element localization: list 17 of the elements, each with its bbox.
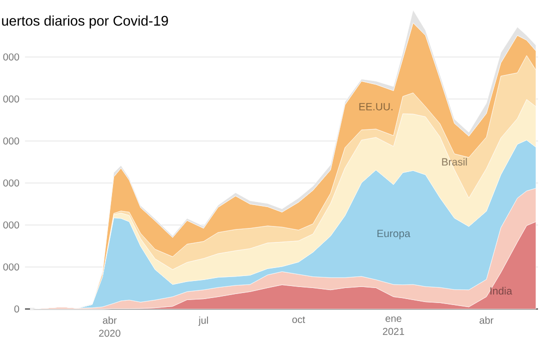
text: 000: [3, 95, 20, 103]
chart-title: uertos diarios por Covid-19: [2, 15, 168, 28]
text: 000: [3, 53, 20, 61]
series-label: Europa: [377, 230, 410, 240]
x-tick-label: jul: [198, 316, 208, 326]
x-tick-label: abr 2020: [99, 316, 120, 337]
text: 000: [3, 263, 20, 271]
text: 0: [14, 305, 20, 313]
text: 000: [3, 221, 20, 229]
text: 000: [3, 137, 20, 145]
x-tick-label: oct: [292, 316, 306, 324]
series-label: India: [490, 286, 512, 295]
series-label: Brasil: [442, 158, 467, 166]
text: 000: [3, 179, 20, 187]
x-tick-label: ene 2021: [382, 316, 404, 335]
series-label: EE.UU.: [359, 103, 392, 110]
x-tick-label: abr: [480, 316, 494, 324]
